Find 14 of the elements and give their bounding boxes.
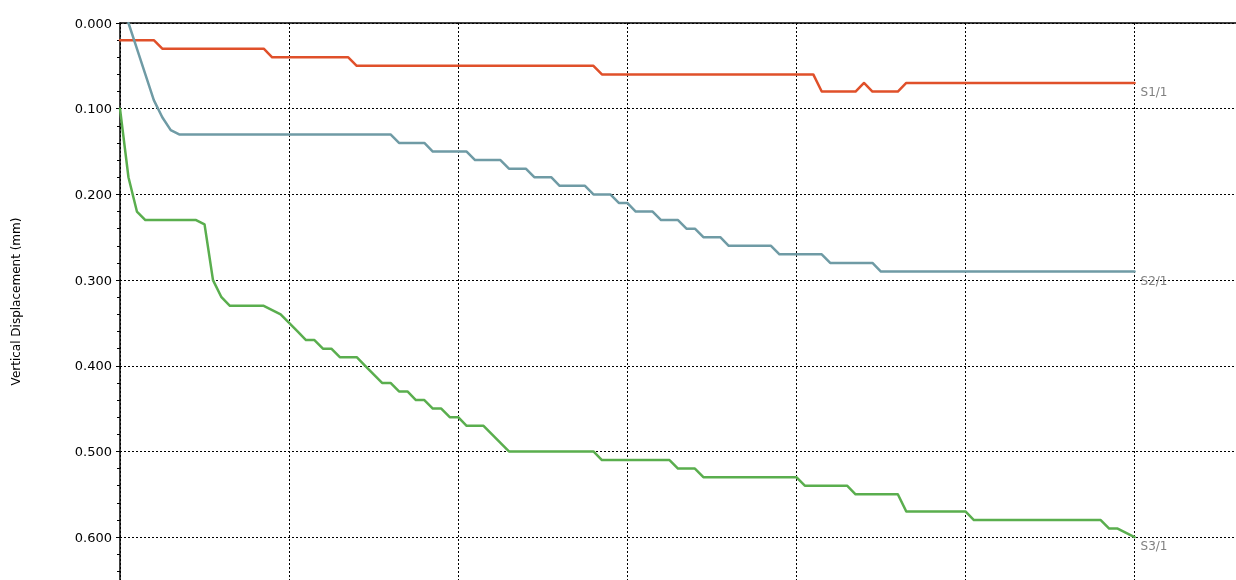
series-label: S1/1	[1140, 84, 1168, 99]
line-series	[118, 38, 1136, 93]
series-label: S2/1	[1140, 273, 1168, 288]
y-tick-label: 0.100	[74, 101, 112, 117]
y-tick-label: 0.200	[74, 186, 112, 202]
y-axis-title: Vertical Displacement (mm)	[9, 217, 23, 386]
y-tick-label: 0.600	[74, 529, 112, 545]
series-label: S3/1	[1140, 539, 1168, 554]
line-series	[118, 107, 1136, 539]
y-tick-label: 0.300	[74, 272, 112, 288]
y-tick-label: 0.000	[74, 15, 112, 31]
line-series	[127, 21, 1136, 273]
y-tick-label: 0.400	[74, 358, 112, 374]
y-tick-label: 0.500	[74, 443, 112, 459]
